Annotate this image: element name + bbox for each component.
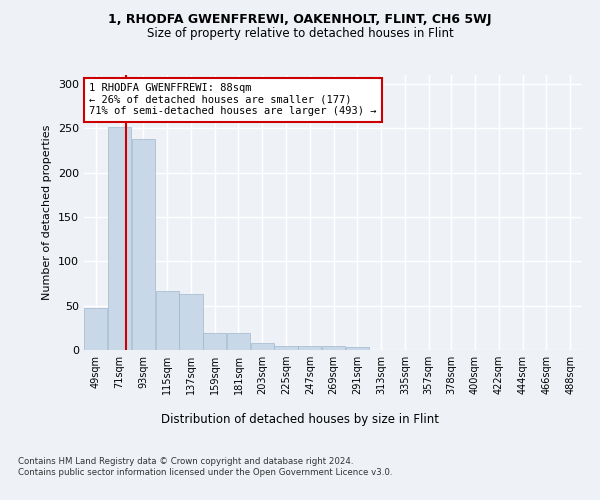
Text: Contains HM Land Registry data © Crown copyright and database right 2024.
Contai: Contains HM Land Registry data © Crown c… — [18, 458, 392, 477]
Bar — [322, 346, 345, 350]
Bar — [108, 128, 131, 350]
Bar — [203, 333, 226, 350]
Bar — [227, 333, 250, 350]
Text: 1, RHODFA GWENFFREWI, OAKENHOLT, FLINT, CH6 5WJ: 1, RHODFA GWENFFREWI, OAKENHOLT, FLINT, … — [108, 12, 492, 26]
Bar — [298, 346, 322, 350]
Bar — [346, 348, 369, 350]
Bar — [84, 308, 107, 350]
Text: Distribution of detached houses by size in Flint: Distribution of detached houses by size … — [161, 412, 439, 426]
Text: 1 RHODFA GWENFFREWI: 88sqm
← 26% of detached houses are smaller (177)
71% of sem: 1 RHODFA GWENFFREWI: 88sqm ← 26% of deta… — [89, 83, 376, 116]
Bar — [179, 294, 203, 350]
Bar — [132, 139, 155, 350]
Bar — [155, 292, 179, 350]
Text: Size of property relative to detached houses in Flint: Size of property relative to detached ho… — [146, 28, 454, 40]
Bar — [251, 343, 274, 350]
Bar — [274, 346, 298, 350]
Y-axis label: Number of detached properties: Number of detached properties — [43, 125, 52, 300]
